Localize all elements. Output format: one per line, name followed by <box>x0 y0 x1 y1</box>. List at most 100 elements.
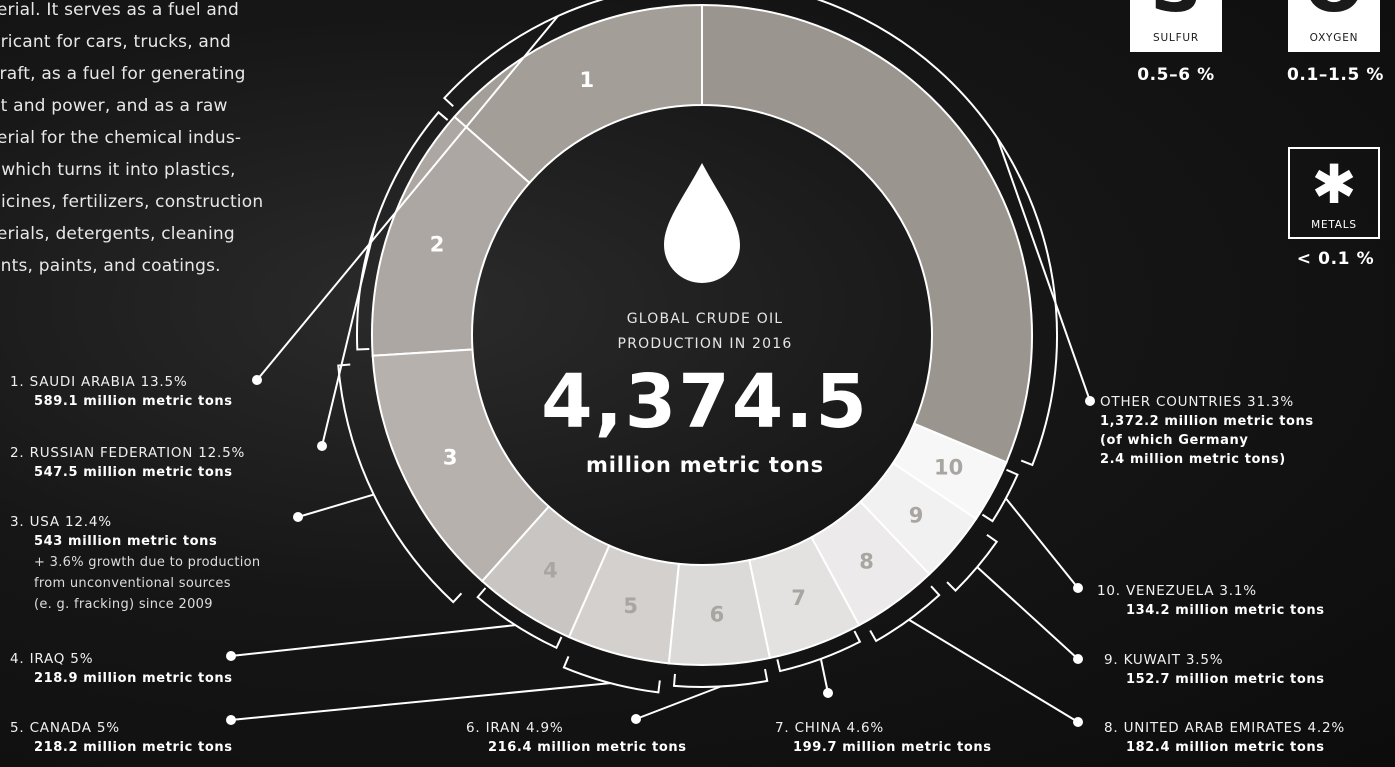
slice-label-value: 589.1 million metric tons <box>34 394 233 409</box>
leader-line <box>819 658 829 694</box>
intro-line: terial for the chemical indus- <box>0 128 242 148</box>
donut-slice <box>859 461 978 576</box>
donut-slice <box>701 3 1033 464</box>
leader-line <box>230 624 516 657</box>
leader-dot <box>631 714 641 724</box>
slice-bracket <box>672 668 769 688</box>
leader-dot <box>226 715 236 725</box>
center-title-line1: GLOBAL CRUDE OIL <box>626 311 784 327</box>
slice-label: 6. IRAN 4.9% 216.4 million metric tons <box>466 720 687 755</box>
slice-label-name: 7. CHINA 4.6% <box>775 720 885 736</box>
intro-line: terial. It serves as a fuel and <box>0 0 239 20</box>
element-box-oxygen: O OXYGEN <box>1288 0 1380 52</box>
slice-number: 5 <box>623 594 638 618</box>
element-range: < 0.1 % <box>1296 249 1375 269</box>
slice-label-value: 2.4 million metric tons) <box>1100 452 1286 467</box>
slice-label-name: 10. VENEZUELA 3.1% <box>1097 583 1257 599</box>
element-name: METALS <box>1311 219 1357 231</box>
slice-number: 4 <box>543 558 558 582</box>
leader-line <box>996 137 1091 402</box>
slice-label-value: 218.9 million metric tons <box>34 671 233 686</box>
slice-label-name: OTHER COUNTRIES 31.3% <box>1100 394 1294 410</box>
slice-label-name: 3. USA 12.4% <box>10 514 112 530</box>
slice-bracket <box>337 363 463 604</box>
slice-number: 2 <box>430 232 445 256</box>
slice-label-value: 218.2 million metric tons <box>34 740 233 755</box>
slice-number: 1 <box>579 68 594 92</box>
donut-slice <box>748 535 861 660</box>
leader-dot <box>1073 654 1083 664</box>
slice-label-value: (of which Germany <box>1100 433 1249 448</box>
intro-line: craft, as a fuel for generating <box>0 64 246 84</box>
donut-slice <box>480 505 611 639</box>
slice-label: 5. CANADA 5% 218.2 million metric tons <box>10 720 233 755</box>
slice-bracket <box>869 585 941 643</box>
leader-line <box>230 682 611 721</box>
slice-label-value: 199.7 million metric tons <box>793 740 992 755</box>
intro-line: terials, detergents, cleaning <box>0 224 235 244</box>
slice-number: 3 <box>443 445 458 469</box>
slice-label-value: 1,372.2 million metric tons <box>1100 414 1314 429</box>
center-title: GLOBAL CRUDE OIL PRODUCTION IN 2016 <box>555 307 855 357</box>
leader-line <box>321 223 377 447</box>
leader-line <box>256 15 559 381</box>
center-total: 4,374.5 <box>541 359 869 445</box>
asterisk-icon: ✱ <box>1311 153 1357 216</box>
slice-label: 10. VENEZUELA 3.1% 134.2 million metric … <box>1097 583 1325 618</box>
element-symbol: O <box>1290 0 1378 28</box>
slice-number: 6 <box>710 603 725 627</box>
intro-line: dicines, fertilizers, construction <box>0 192 264 212</box>
slice-label-name: 8. UNITED ARAB EMIRATES 4.2% <box>1104 720 1345 736</box>
slice-label-value: 134.2 million metric tons <box>1126 603 1325 618</box>
slice-bracket <box>946 533 999 593</box>
slice-label-name: 5. CANADA 5% <box>10 720 120 736</box>
slice-label-name: 1. SAUDI ARABIA 13.5% <box>10 374 188 390</box>
element-range: 0.5–6 % <box>1137 65 1215 85</box>
center-title-line2: PRODUCTION IN 2016 <box>617 336 793 352</box>
oil-drop-icon <box>664 163 740 283</box>
element-box-metals: ✱ METALS <box>1288 147 1380 239</box>
donut-slice <box>891 422 1008 521</box>
leader-line <box>908 618 1079 723</box>
element-box-sulfur: S SULFUR <box>1130 0 1222 52</box>
leader-dot <box>1073 583 1083 593</box>
slice-note: + 3.6% growth due to production from unc… <box>34 552 260 615</box>
leader-line <box>297 493 375 518</box>
donut-slice <box>667 558 772 666</box>
intro-text: terial. It serves as a fuel and oricant … <box>0 0 310 282</box>
leader-dot <box>226 651 236 661</box>
intro-line: , which turns it into plastics, <box>0 160 236 180</box>
slice-label-value: 543 million metric tons <box>34 534 218 549</box>
element-name: SULFUR <box>1152 32 1200 44</box>
donut-slice <box>371 115 531 357</box>
leader-dot <box>293 512 303 522</box>
slice-label: 8. UNITED ARAB EMIRATES 4.2% 182.4 milli… <box>1104 720 1345 755</box>
leader-dot <box>823 688 833 698</box>
intro-line: ents, paints, and coatings. <box>0 256 221 276</box>
leader-dot <box>1073 717 1083 727</box>
leader-dot <box>1085 396 1095 406</box>
donut-slice <box>810 500 931 627</box>
slice-note-line: + 3.6% growth due to production <box>34 555 261 570</box>
slice-label: 7. CHINA 4.6% 199.7 million metric tons <box>775 720 992 755</box>
leader-line <box>1005 497 1079 589</box>
slice-label: 2. RUSSIAN FEDERATION 12.5% 547.5 millio… <box>10 445 245 480</box>
leader-line <box>635 685 722 720</box>
leader-line <box>976 566 1079 660</box>
slice-number: 9 <box>909 504 924 528</box>
slice-bracket <box>476 587 563 650</box>
slice-label: 4. IRAQ 5% 218.9 million metric tons <box>10 651 233 686</box>
slice-label: OTHER COUNTRIES 31.3% 1,372.2 million me… <box>1100 394 1314 467</box>
slice-label: 9. KUWAIT 3.5% 152.7 million metric tons <box>1104 652 1325 687</box>
element-range: 0.1–1.5 % <box>1286 65 1385 85</box>
donut-slice <box>567 544 681 665</box>
slice-label-name: 9. KUWAIT 3.5% <box>1104 652 1224 668</box>
donut-slice <box>371 348 551 583</box>
slice-label: 1. SAUDI ARABIA 13.5% 589.1 million metr… <box>10 374 233 409</box>
slice-label: 3. USA 12.4% 543 million metric tons + 3… <box>10 514 260 615</box>
slice-note-line: from unconventional sources <box>34 576 231 591</box>
slice-label-name: 6. IRAN 4.9% <box>466 720 564 736</box>
element-name: OXYGEN <box>1309 32 1359 44</box>
slice-label-value: 547.5 million metric tons <box>34 465 233 480</box>
